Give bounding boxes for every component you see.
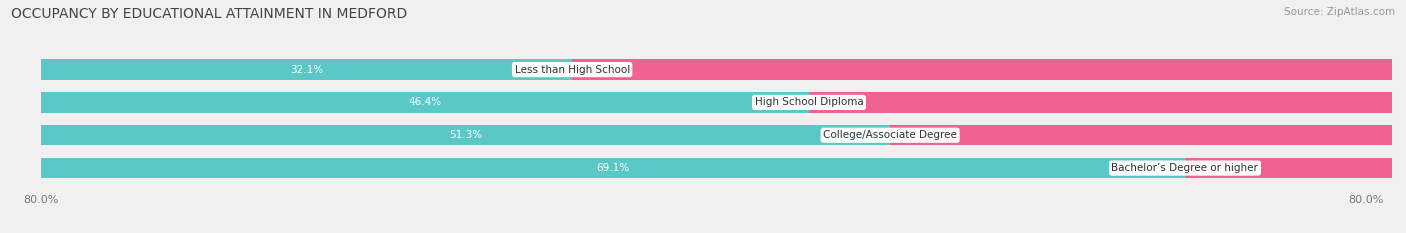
Text: Bachelor’s Degree or higher: Bachelor’s Degree or higher (1112, 163, 1258, 173)
Text: OCCUPANCY BY EDUCATIONAL ATTAINMENT IN MEDFORD: OCCUPANCY BY EDUCATIONAL ATTAINMENT IN M… (11, 7, 408, 21)
Bar (808, 92, 1406, 113)
Text: Source: ZipAtlas.com: Source: ZipAtlas.com (1284, 7, 1395, 17)
Bar (41, 59, 1365, 80)
Bar (1185, 158, 1406, 178)
Text: 46.4%: 46.4% (408, 97, 441, 107)
Text: College/Associate Degree: College/Associate Degree (823, 130, 957, 140)
Text: 32.1%: 32.1% (290, 65, 323, 75)
Text: 69.1%: 69.1% (596, 163, 630, 173)
Bar (41, 92, 1365, 113)
Text: 51.3%: 51.3% (449, 130, 482, 140)
Text: High School Diploma: High School Diploma (755, 97, 863, 107)
Bar (41, 125, 1365, 145)
Text: Less than High School: Less than High School (515, 65, 630, 75)
Bar (41, 92, 808, 113)
Bar (41, 158, 1185, 178)
Bar (41, 125, 890, 145)
Bar (890, 125, 1406, 145)
Bar (572, 59, 1406, 80)
Bar (41, 59, 572, 80)
Bar (41, 158, 1365, 178)
